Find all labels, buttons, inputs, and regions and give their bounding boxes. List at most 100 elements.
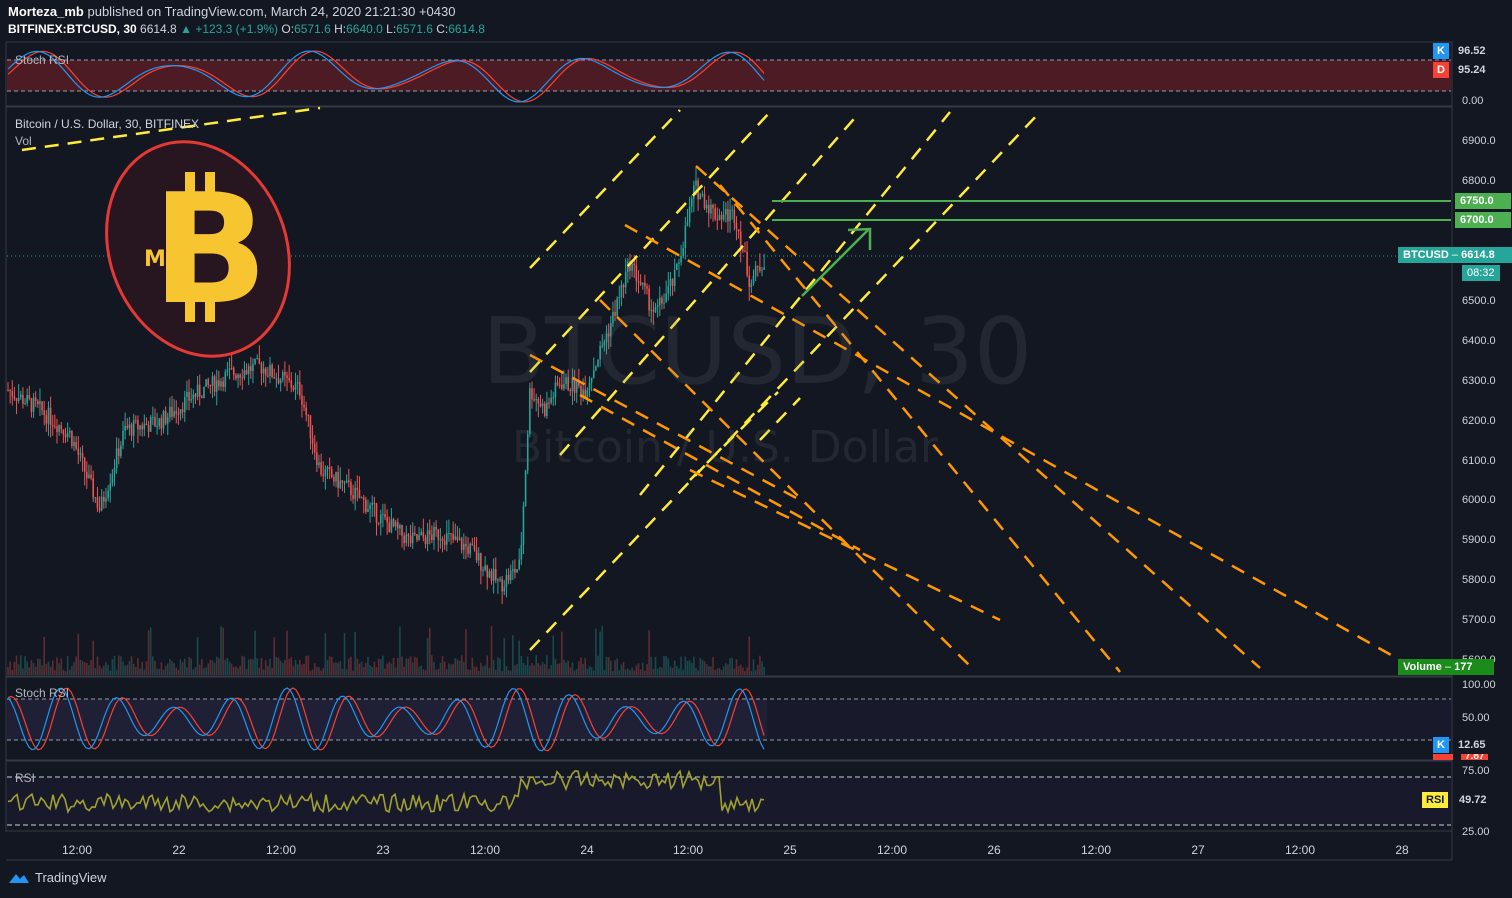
volume-bar [143, 669, 146, 675]
candle-body [11, 391, 14, 397]
volume-bar [454, 658, 457, 675]
volume-bar [301, 664, 303, 675]
volume-bars [7, 626, 765, 675]
volume-bar [275, 657, 278, 675]
candle-body [17, 397, 20, 401]
volume-bar [177, 669, 180, 675]
volume-bar [375, 667, 378, 675]
candle-body [460, 538, 463, 550]
candle-body [754, 265, 757, 276]
candle-body [684, 225, 687, 249]
candle-body [658, 297, 661, 306]
stoch-axis-label: 50.00 [1462, 712, 1490, 724]
candle-body [571, 378, 574, 392]
candle-body [475, 549, 478, 561]
main-series-title[interactable]: Bitcoin / U.S. Dollar, 30, BITFINEX [15, 117, 200, 131]
candle-body [303, 404, 305, 408]
candle-body [128, 424, 131, 429]
candle-body [586, 390, 589, 398]
volume-bar [183, 658, 186, 675]
candle-body [737, 229, 740, 232]
tradingview-brand[interactable]: TradingView [8, 870, 107, 885]
volume-bar [179, 659, 182, 675]
volume-bar [473, 666, 476, 675]
orange-channel-lines[interactable] [529, 165, 1401, 673]
volume-bar [620, 664, 623, 675]
candle-body [230, 368, 233, 370]
volume-bar [561, 631, 563, 675]
yellow-channel-lines[interactable] [529, 109, 1041, 651]
volume-bar [75, 656, 77, 675]
resistance-levels[interactable] [772, 200, 1451, 221]
candle-body [454, 536, 457, 540]
candle-body [665, 293, 667, 303]
candle-body [284, 372, 286, 376]
candle-body [520, 544, 523, 560]
candle-body [445, 533, 448, 545]
candle-body [484, 565, 486, 571]
top-stoch-label[interactable]: Stoch RSI [15, 53, 70, 67]
volume-bar [154, 660, 156, 675]
green-arrow[interactable] [801, 227, 872, 297]
volume-bar [88, 665, 90, 675]
volume-bar [188, 657, 190, 675]
close-value: 6614.8 [448, 22, 485, 36]
stoch-d-bottom-tag-value: 7.87 [1461, 754, 1489, 760]
candle-body [169, 406, 171, 418]
rsi-label[interactable]: RSI [15, 771, 36, 785]
volume-bar [739, 664, 742, 675]
volume-bar [490, 626, 493, 675]
candle-body [166, 417, 169, 424]
candle-body [324, 469, 327, 476]
volume-bar [414, 656, 416, 675]
volume-bar [160, 662, 163, 675]
candle-body [247, 366, 250, 375]
stoch-label[interactable]: Stoch RSI [15, 686, 70, 700]
time-axis-label: 25 [783, 843, 797, 857]
candle-body [654, 306, 657, 312]
volume-bar [744, 670, 746, 675]
volume-bar [437, 668, 440, 675]
candle-body [763, 267, 765, 270]
volume-bar [467, 669, 469, 675]
volume-bar [245, 669, 248, 675]
volume-bar [648, 630, 650, 675]
volume-bar [256, 658, 259, 675]
candle-body [158, 418, 161, 427]
candle-body [448, 533, 450, 535]
volume-bar [181, 662, 184, 675]
candle-body [450, 533, 452, 535]
volume-bar [62, 669, 65, 675]
candle-body [509, 570, 512, 581]
volume-bar [222, 627, 224, 675]
volume-bar [580, 657, 582, 675]
level-6750-tag: 6750.0 [1455, 193, 1511, 209]
volume-bar [584, 658, 587, 675]
price-axis-label: 5700.0 [1462, 614, 1496, 626]
candle-body [337, 471, 339, 488]
candle-body [132, 420, 135, 436]
volume-bar [633, 670, 636, 675]
candle-body [7, 389, 9, 391]
volume-bar [595, 628, 597, 675]
volume-label[interactable]: Vol [15, 134, 32, 148]
candle-body [369, 505, 371, 510]
candle-body [501, 579, 503, 592]
symbol-name[interactable]: BITFINEX:BTCUSD, 30 [8, 22, 137, 36]
stoch-d-line [7, 50, 765, 103]
candle-body [618, 297, 621, 299]
author-name[interactable]: Morteza_mb [8, 4, 84, 19]
volume-bar [120, 656, 122, 675]
volume-bar [230, 663, 233, 675]
candle-body [725, 209, 727, 215]
yellow-trendline[interactable] [21, 106, 321, 152]
candle-body [471, 543, 474, 546]
volume-bar [586, 668, 589, 675]
candle-body [322, 474, 325, 476]
time-axis-label: 27 [1191, 843, 1205, 857]
volume-bar [264, 660, 267, 675]
candle-body [603, 342, 606, 346]
volume-bar [81, 660, 84, 675]
volume-bar [335, 662, 337, 675]
